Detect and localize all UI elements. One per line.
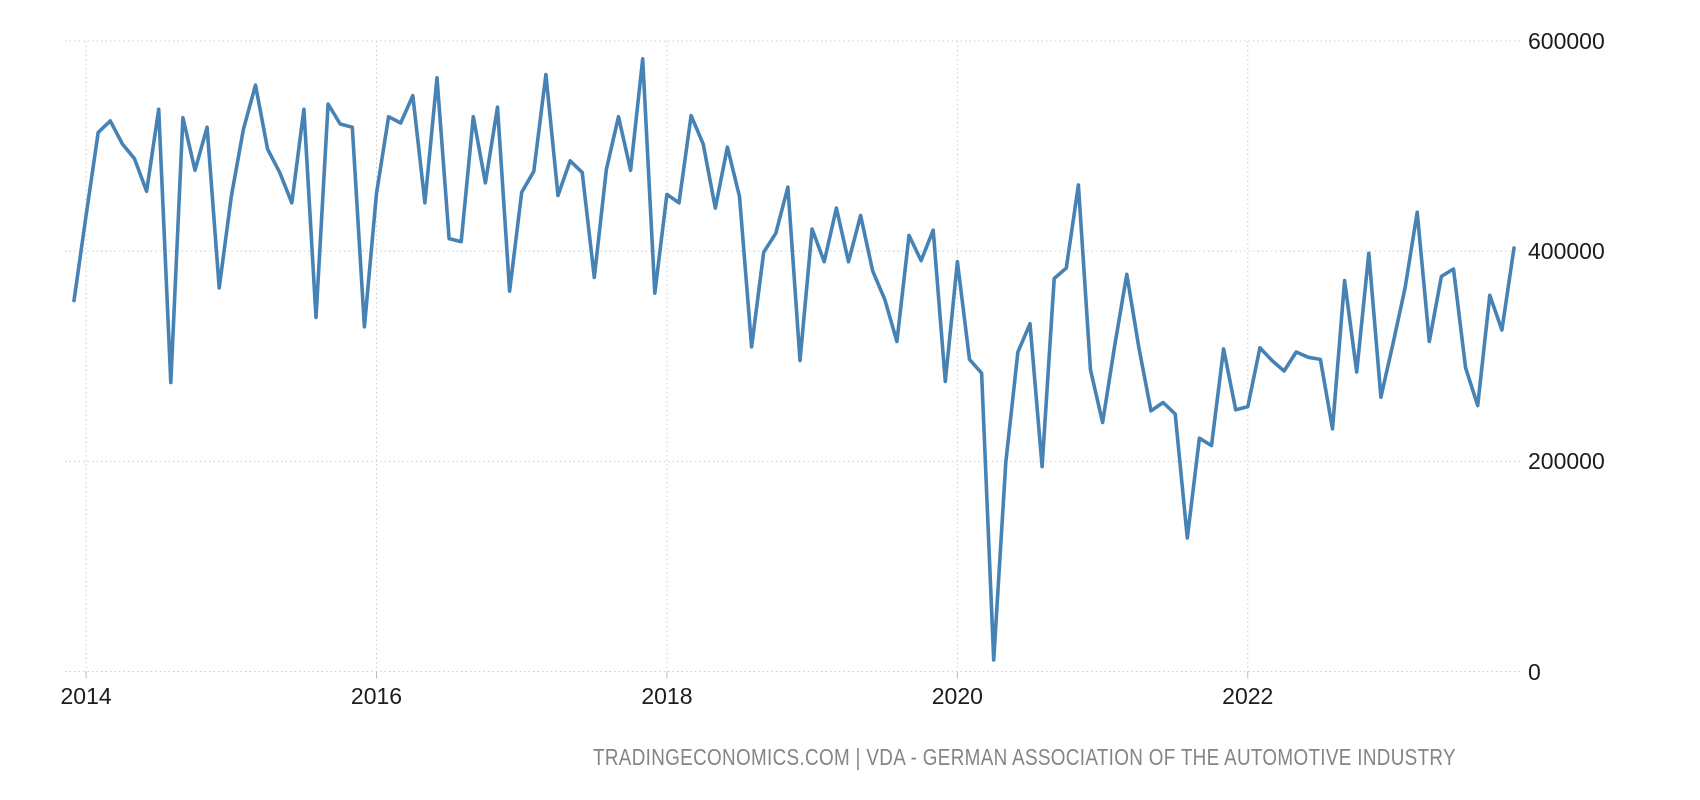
x-axis-tick-label: 2020 <box>931 683 983 709</box>
x-axis-tick-label: 2014 <box>60 683 112 709</box>
x-axis-tick-label: 2016 <box>350 683 403 709</box>
x-axis-tick-label: 2022 <box>1222 683 1274 709</box>
y-axis-tick-label: 400000 <box>1528 238 1605 265</box>
attribution-text: TRADINGECONOMICS.COM | VDA - GERMAN ASSO… <box>593 744 1456 770</box>
x-axis-tick-label: 2018 <box>641 683 693 709</box>
y-axis-tick-label: 200000 <box>1528 448 1605 475</box>
production-series-line[interactable] <box>72 57 1516 662</box>
y-axis-tick-label: 600000 <box>1528 28 1605 54</box>
y-axis-tick-label: 0 <box>1528 658 1541 685</box>
